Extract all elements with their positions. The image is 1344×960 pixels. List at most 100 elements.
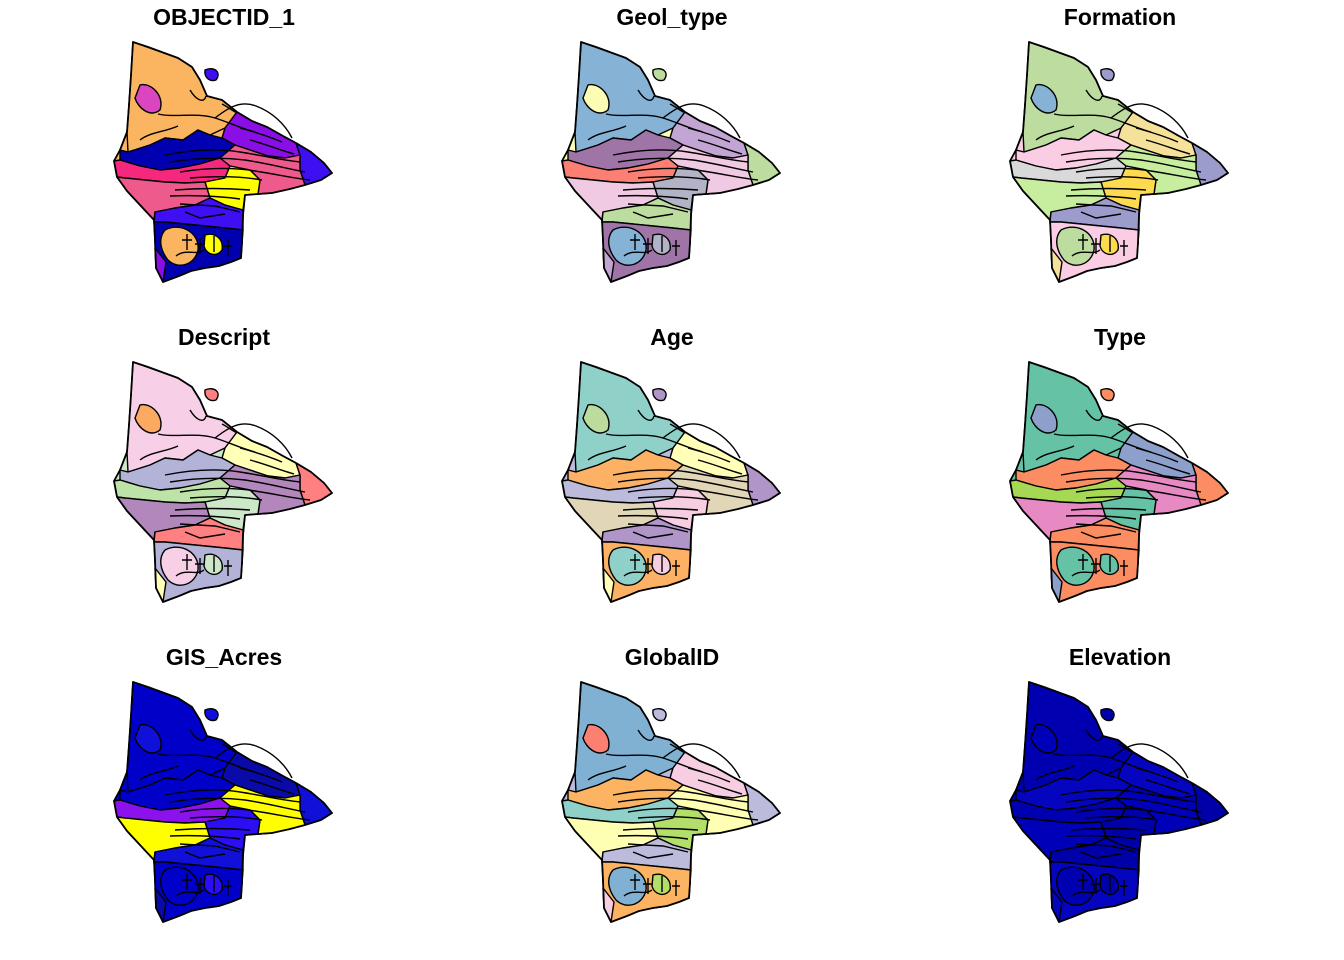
- map-boundary-line: [627, 843, 689, 853]
- map-boundary-line: [617, 797, 754, 813]
- map-boundary-line: [1070, 187, 1147, 191]
- map-boundary-line: [1075, 167, 1207, 181]
- map-boundary-line: [189, 175, 263, 181]
- map-polygon: [204, 68, 219, 82]
- map-boundary-line: [179, 807, 311, 821]
- map-boundary-line: [1145, 139, 1191, 155]
- map-boundary-line: [627, 167, 759, 181]
- map-boundary-line: [189, 815, 263, 821]
- map-outline: [1009, 41, 1229, 283]
- map-title: GlobalID: [624, 644, 720, 670]
- map-boundary-line: [179, 843, 241, 853]
- map-outline: [561, 41, 781, 283]
- map-boundary-line: [139, 765, 179, 781]
- map-boundary-line: [662, 743, 741, 779]
- map-svg: [561, 41, 781, 283]
- map-boundary-line: [662, 103, 741, 139]
- map-boundary-line: [224, 240, 232, 256]
- map-title: Age: [650, 324, 694, 350]
- map-boundary-line: [184, 851, 226, 859]
- map-title: OBJECTID_1: [153, 4, 295, 30]
- map-boundary-line: [623, 249, 653, 257]
- map-polygon: [160, 866, 199, 906]
- map-boundary-line: [214, 103, 293, 139]
- map-boundary-line: [697, 779, 743, 795]
- map-boundary-line: [1085, 729, 1103, 741]
- map-outline: [113, 361, 333, 603]
- map-polygon: [1099, 873, 1119, 896]
- map-boundary-line: [184, 211, 226, 219]
- map-svg: [113, 41, 333, 283]
- map-boundary-line: [182, 874, 192, 890]
- map-boundary-line: [1075, 807, 1207, 821]
- map-boundary-line: [612, 149, 749, 163]
- map-polygon: [582, 83, 610, 114]
- map-boundary-line: [182, 234, 192, 250]
- map-boundary-line: [632, 851, 674, 859]
- map-outline: [1009, 361, 1229, 603]
- map-svg: [561, 681, 781, 923]
- map-boundary-line: [672, 240, 680, 256]
- map-title: Geol_type: [616, 4, 728, 30]
- map-polygon: [1099, 233, 1119, 256]
- map-boundary-line: [627, 487, 759, 501]
- map-boundary-line: [622, 187, 699, 191]
- map-boundary-line: [622, 827, 699, 831]
- map-boundary-line: [1070, 507, 1147, 511]
- map-boundary-line: [637, 89, 655, 101]
- map-boundary-line: [1135, 767, 1179, 783]
- map-boundary-line: [169, 477, 306, 493]
- map-boundary-line: [139, 445, 179, 461]
- map-panel: GlobalID: [448, 640, 896, 960]
- map-panel: Geol_type: [448, 0, 896, 320]
- map-polygon: [1030, 723, 1058, 754]
- map-boundary-line: [1075, 843, 1137, 853]
- map-boundary-line: [239, 767, 283, 783]
- map-boundary-line: [1070, 827, 1147, 831]
- map-polygon: [1030, 83, 1058, 114]
- map-boundary-line: [637, 815, 711, 821]
- map-boundary-line: [1078, 234, 1088, 250]
- map-boundary-line: [184, 531, 226, 539]
- map-boundary-line: [169, 194, 241, 200]
- map-polygon: [134, 83, 162, 114]
- map-panel: OBJECTID_1: [0, 0, 448, 320]
- map-polygon: [204, 388, 219, 402]
- map-outline: [1009, 681, 1229, 923]
- map-boundary-line: [179, 167, 311, 181]
- map-boundary-line: [1060, 789, 1197, 803]
- map-boundary-line: [1060, 469, 1197, 483]
- map-boundary-line: [189, 89, 207, 101]
- map-boundary-line: [1071, 249, 1101, 257]
- map-title: Descript: [177, 324, 271, 350]
- map-boundary-line: [1085, 89, 1103, 101]
- map-boundary-line: [214, 423, 293, 459]
- map-boundary-line: [164, 149, 301, 163]
- map-polygon: [1030, 403, 1058, 434]
- map-polygon: [1100, 388, 1115, 402]
- map-boundary-line: [1110, 423, 1189, 459]
- map-boundary-line: [1078, 874, 1088, 890]
- map-outline: [113, 681, 333, 923]
- map-boundary-line: [1135, 127, 1179, 143]
- map-svg: [1009, 681, 1229, 923]
- map-boundary-line: [1085, 815, 1159, 821]
- map-title: Type: [1094, 324, 1146, 350]
- map-polygon: [651, 873, 671, 896]
- map-polygon: [203, 233, 223, 256]
- map-boundary-line: [1075, 523, 1137, 533]
- map-boundary-line: [189, 409, 207, 421]
- map-polygon: [652, 388, 667, 402]
- map-boundary-line: [587, 765, 627, 781]
- map-panel: GIS_Acres: [0, 640, 448, 960]
- map-boundary-line: [630, 234, 640, 250]
- map-boundary-line: [632, 211, 674, 219]
- map-outline: [561, 361, 781, 603]
- map-polygon: [1056, 546, 1095, 586]
- map-boundary-line: [1065, 797, 1202, 813]
- map-boundary-line: [672, 880, 680, 896]
- map-boundary-line: [249, 459, 295, 475]
- map-boundary-line: [1110, 743, 1189, 779]
- map-boundary-line: [175, 249, 205, 257]
- map-boundary-line: [1071, 569, 1101, 577]
